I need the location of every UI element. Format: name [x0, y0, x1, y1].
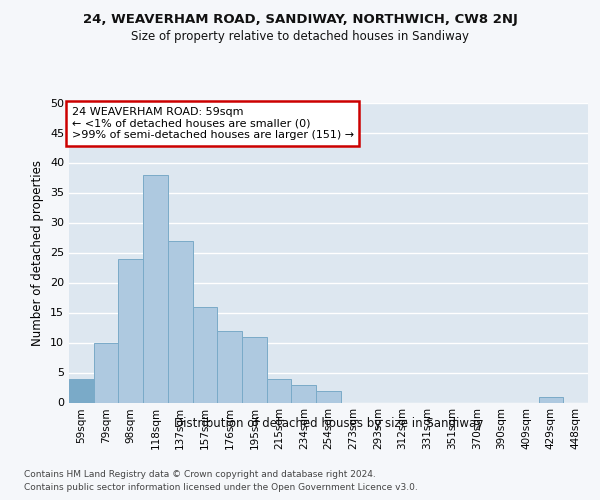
Text: 24 WEAVERHAM ROAD: 59sqm
← <1% of detached houses are smaller (0)
>99% of semi-d: 24 WEAVERHAM ROAD: 59sqm ← <1% of detach… [71, 107, 354, 140]
Bar [316, 390, 341, 402]
Text: Distribution of detached houses by size in Sandiway: Distribution of detached houses by size … [174, 418, 484, 430]
Bar [267, 378, 292, 402]
Text: 24, WEAVERHAM ROAD, SANDIWAY, NORTHWICH, CW8 2NJ: 24, WEAVERHAM ROAD, SANDIWAY, NORTHWICH,… [83, 12, 517, 26]
Bar [292, 384, 316, 402]
Text: Contains public sector information licensed under the Open Government Licence v3: Contains public sector information licen… [24, 484, 418, 492]
Bar [193, 306, 217, 402]
Text: Contains HM Land Registry data © Crown copyright and database right 2024.: Contains HM Land Registry data © Crown c… [24, 470, 376, 479]
Bar [94, 342, 118, 402]
Bar [217, 330, 242, 402]
Bar [242, 336, 267, 402]
Y-axis label: Number of detached properties: Number of detached properties [31, 160, 44, 346]
Bar [69, 378, 94, 402]
Text: Size of property relative to detached houses in Sandiway: Size of property relative to detached ho… [131, 30, 469, 43]
Bar [143, 174, 168, 402]
Bar [539, 396, 563, 402]
Bar [168, 240, 193, 402]
Bar [118, 258, 143, 402]
